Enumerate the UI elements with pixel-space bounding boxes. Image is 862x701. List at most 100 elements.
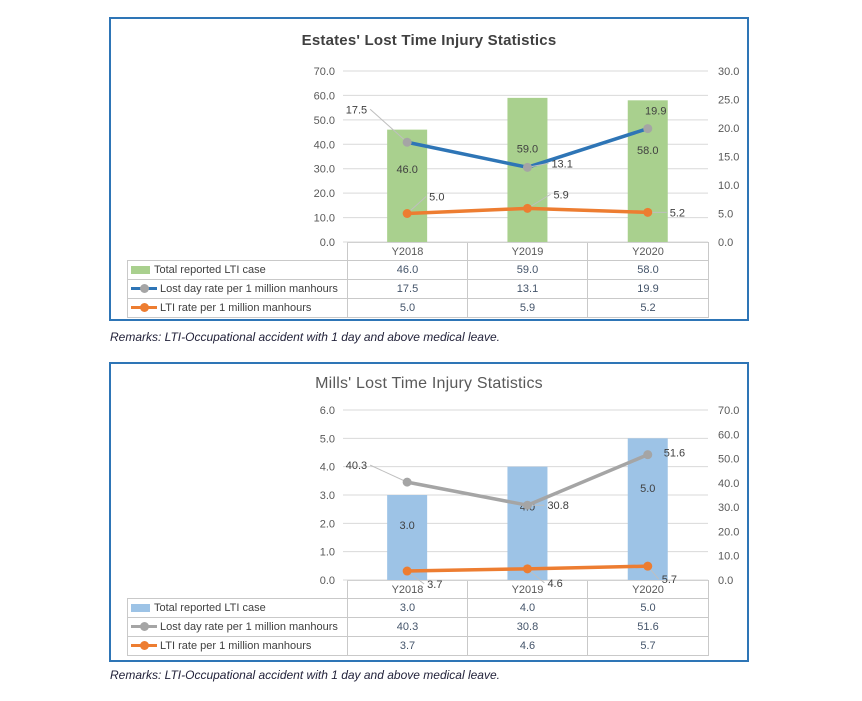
line-data-label: 5.0: [429, 192, 444, 204]
value-cell: 5.0: [587, 598, 709, 618]
line-marker: [522, 162, 532, 172]
table-corner-cell: [128, 581, 348, 599]
bar: [387, 129, 428, 242]
series-name: Total reported LTI case: [154, 264, 266, 276]
line-data-label: 51.6: [664, 448, 685, 460]
line-marker-icon: [140, 284, 149, 293]
value-cell: 51.6: [587, 617, 709, 637]
line-series: [405, 452, 650, 507]
line-marker: [643, 561, 653, 571]
series-legend-cell: Total reported LTI case: [127, 598, 348, 618]
series-name: LTI rate per 1 million manhours: [160, 302, 312, 314]
value-cell: 4.6: [467, 636, 588, 656]
right-axis-tick-label: 25.0: [718, 95, 739, 107]
category-header-cell: Y2018: [347, 580, 468, 599]
chart-data-table: Y2018 Y2019 Y2020 Total reported LTI case 3.…: [127, 580, 709, 656]
line-data-label: 13.1: [551, 158, 572, 170]
value-cell: 4.0: [467, 598, 588, 618]
data-label-leader-line: [527, 162, 549, 168]
bar: [387, 495, 428, 580]
right-axis-tick-label: 30.0: [718, 66, 739, 78]
value-cell: 19.9: [587, 279, 709, 299]
category-header-cell: Y2019: [467, 242, 588, 261]
remarks-text: Remarks: LTI-Occupational accident with …: [110, 668, 500, 682]
bar-data-label: 59.0: [517, 143, 538, 155]
line-legend-key-icon: [131, 622, 157, 631]
series-legend-cell: LTI rate per 1 million manhours: [127, 636, 348, 656]
line-data-label: 19.9: [645, 106, 666, 118]
bar: [507, 466, 548, 580]
left-axis-tick-label: 60.0: [314, 90, 335, 102]
series-name: Lost day rate per 1 million manhours: [160, 621, 338, 633]
line-marker: [402, 477, 412, 487]
series-legend-cell: Lost day rate per 1 million manhours: [127, 279, 348, 299]
value-cell: 30.8: [467, 617, 588, 637]
bar-data-label: 46.0: [396, 164, 417, 176]
data-table: Y2018 Y2019 Y2020 Total reported LTI case 46…: [127, 242, 709, 318]
left-axis-tick-label: 6.0: [320, 405, 335, 417]
line-marker: [643, 124, 653, 134]
table-row: Total reported LTI case 3.0 4.0 5.0: [127, 598, 709, 618]
table-row: LTI rate per 1 million manhours 3.7 4.6 5.7: [127, 636, 709, 656]
right-axis-tick-label: 50.0: [718, 454, 739, 466]
line-marker: [402, 137, 412, 147]
value-cell: 5.9: [467, 298, 588, 318]
line-data-label: 17.5: [346, 104, 367, 116]
table-row: Lost day rate per 1 million manhours 17.5…: [127, 279, 709, 299]
table-row: LTI rate per 1 million manhours 5.0 5.9 5.2: [127, 298, 709, 318]
value-cell: 5.2: [587, 298, 709, 318]
bar: [627, 438, 668, 580]
bar-legend-key-icon: [131, 266, 150, 274]
series-name: Total reported LTI case: [154, 602, 266, 614]
category-header-cell: Y2020: [587, 580, 709, 599]
table-row: Lost day rate per 1 million manhours 40.3…: [127, 617, 709, 637]
right-axis-tick-label: 20.0: [718, 123, 739, 135]
right-axis-tick-label: 15.0: [718, 152, 739, 164]
left-axis-tick-label: 50.0: [314, 115, 335, 127]
line-legend-key-icon: [131, 284, 157, 293]
data-label-leader-line: [406, 196, 427, 214]
value-cell: 5.0: [347, 298, 468, 318]
line-marker-icon: [140, 303, 149, 312]
value-cell: 3.0: [347, 598, 468, 618]
value-cell: 17.5: [347, 279, 468, 299]
line-marker: [643, 207, 653, 217]
line-marker: [643, 450, 653, 460]
bar-data-label: 3.0: [400, 520, 415, 532]
right-axis-tick-label: 0.0: [718, 237, 733, 249]
data-label-leader-line: [647, 565, 660, 580]
right-axis-tick-label: 60.0: [718, 429, 739, 441]
line-marker: [402, 209, 412, 218]
right-axis-tick-label: 0.0: [718, 575, 733, 587]
estates-chart-panel: Estates' Lost Time Injury Statistics Y20…: [109, 17, 749, 321]
category-header-cell: Y2020: [587, 242, 709, 261]
right-axis-tick-label: 10.0: [718, 551, 739, 563]
line-legend-key-icon: [131, 303, 157, 312]
left-axis-tick-label: 1.0: [320, 547, 335, 559]
left-axis-tick-label: 2.0: [320, 518, 335, 530]
right-axis-tick-label: 20.0: [718, 526, 739, 538]
value-cell: 40.3: [347, 617, 468, 637]
chart-title: Estates' Lost Time Injury Statistics: [301, 32, 557, 49]
bar: [507, 97, 548, 242]
table-corner-cell: [128, 243, 348, 261]
value-cell: 13.1: [467, 279, 588, 299]
mills-chart-panel: Mills' Lost Time Injury Statistics Y2018…: [109, 362, 749, 662]
left-axis-tick-label: 40.0: [314, 139, 335, 151]
line-data-label: 40.3: [346, 460, 367, 472]
line-marker-icon: [140, 622, 149, 631]
series-legend-cell: Lost day rate per 1 million manhours: [127, 617, 348, 637]
right-axis-tick-label: 10.0: [718, 180, 739, 192]
data-label-leader-line: [369, 464, 408, 483]
left-axis-tick-label: 4.0: [320, 462, 335, 474]
chart-title: Mills' Lost Time Injury Statistics: [315, 375, 543, 392]
value-cell: 46.0: [347, 260, 468, 280]
bar-data-label: 58.0: [637, 145, 658, 157]
category-header-cell: Y2019: [467, 580, 588, 599]
line-marker: [522, 564, 532, 574]
right-axis-tick-label: 30.0: [718, 502, 739, 514]
line-data-label: 5.2: [670, 207, 685, 219]
line-series: [405, 126, 650, 170]
table-row: Total reported LTI case 46.0 59.0 58.0: [127, 260, 709, 280]
series-legend-cell: LTI rate per 1 million manhours: [127, 298, 348, 318]
